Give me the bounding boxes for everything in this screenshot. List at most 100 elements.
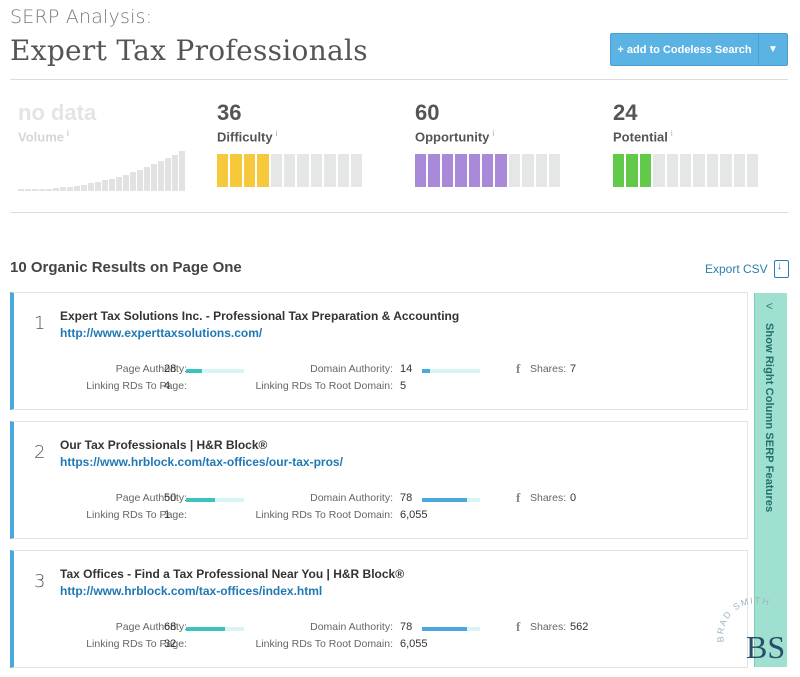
bar-segment bbox=[415, 154, 427, 188]
export-csv-link[interactable]: Export CSV bbox=[705, 260, 789, 278]
info-icon[interactable]: i bbox=[492, 129, 495, 138]
volume-trend-bar bbox=[130, 172, 136, 192]
volume-trend-bar bbox=[46, 188, 52, 192]
bar-segment bbox=[653, 154, 665, 188]
bar-segment bbox=[455, 154, 467, 188]
volume-trend-bar bbox=[88, 183, 94, 192]
info-icon[interactable]: i bbox=[67, 129, 69, 138]
linking-rds-root-label: Linking RDs To Root Domain: bbox=[255, 509, 393, 521]
volume-value: no data bbox=[18, 100, 97, 125]
volume-trend-bar bbox=[165, 158, 171, 192]
bar-segment bbox=[337, 154, 349, 188]
bar-segment bbox=[257, 154, 269, 188]
volume-label-text: Volume bbox=[18, 129, 64, 145]
facebook-icon: f bbox=[516, 361, 521, 376]
info-icon[interactable]: i bbox=[275, 129, 278, 138]
domain-authority-bar-fill bbox=[422, 369, 431, 373]
result-card: 3 Tax Offices - Find a Tax Professional … bbox=[10, 550, 748, 668]
bar-segment bbox=[679, 154, 692, 188]
volume-trend-bar bbox=[53, 188, 59, 192]
bar-segment bbox=[481, 154, 494, 188]
bar-segment bbox=[270, 154, 282, 188]
bar-segment bbox=[508, 154, 521, 188]
bar-segment bbox=[495, 154, 507, 188]
page-authority-bar-fill bbox=[186, 369, 203, 373]
export-csv-label[interactable]: Export CSV bbox=[705, 262, 768, 276]
bar-segment bbox=[324, 154, 336, 188]
shares-label: Shares: bbox=[530, 492, 567, 504]
chevron-left-icon[interactable]: < bbox=[766, 299, 774, 313]
result-url[interactable]: https://www.hrblock.com/tax-offices/our-… bbox=[60, 455, 343, 469]
metric-potential: 24 Potential i bbox=[613, 100, 793, 188]
volume-trend-bar bbox=[137, 169, 143, 192]
volume-label: Volume i bbox=[18, 129, 198, 144]
linking-rds-root-label: Linking RDs To Root Domain: bbox=[255, 638, 393, 650]
potential-label-text: Potential bbox=[613, 129, 668, 145]
volume-trend-bar bbox=[39, 188, 45, 192]
opportunity-label-text: Opportunity bbox=[415, 129, 490, 145]
add-to-codeless-search-button[interactable]: + add to Codeless Search ▼ bbox=[610, 33, 788, 66]
difficulty-bar bbox=[217, 154, 397, 188]
opportunity-label: Opportunity i bbox=[415, 129, 595, 144]
metrics-divider bbox=[10, 212, 788, 213]
linking-rds-root-label: Linking RDs To Root Domain: bbox=[255, 380, 393, 392]
potential-label: Potential i bbox=[613, 129, 793, 144]
bar-segment bbox=[693, 154, 705, 188]
shares-value: 0 bbox=[570, 492, 577, 504]
volume-trend-bar bbox=[25, 189, 31, 192]
bar-segment bbox=[733, 154, 745, 188]
page-authority-bar bbox=[186, 498, 244, 502]
header-divider bbox=[10, 79, 788, 80]
download-icon[interactable] bbox=[773, 260, 789, 278]
bar-segment bbox=[522, 154, 534, 188]
page-title: Expert Tax Professionals bbox=[10, 34, 368, 67]
result-url[interactable]: http://www.experttaxsolutions.com/ bbox=[60, 326, 263, 340]
serp-features-label[interactable]: Show Right Column SERP Features bbox=[763, 323, 775, 513]
page-authority-label: Page Authority: bbox=[115, 363, 187, 375]
linking-rds-page-value: 4 bbox=[164, 380, 171, 392]
domain-authority-value: 78 bbox=[400, 621, 413, 633]
linking-rds-root-value: 6,055 bbox=[400, 509, 428, 521]
page-authority-bar bbox=[186, 627, 244, 631]
bar-segment bbox=[720, 154, 732, 188]
result-rank: 3 bbox=[34, 571, 46, 592]
facebook-icon: f bbox=[516, 619, 521, 634]
bar-segment bbox=[441, 154, 454, 188]
volume-trend-bar bbox=[172, 154, 178, 192]
serp-features-toggle[interactable]: < Show Right Column SERP Features bbox=[754, 293, 787, 667]
domain-authority-bar-fill bbox=[422, 498, 468, 502]
opportunity-bar bbox=[415, 154, 595, 188]
bar-segment bbox=[613, 154, 625, 188]
domain-authority-bar bbox=[422, 498, 480, 502]
bar-segment bbox=[428, 154, 440, 188]
difficulty-label-text: Difficulty bbox=[217, 129, 273, 145]
linking-rds-root-value: 6,055 bbox=[400, 638, 428, 650]
bar-segment bbox=[310, 154, 323, 188]
domain-authority-label: Domain Authority: bbox=[310, 621, 393, 633]
metric-difficulty: 36 Difficulty i bbox=[217, 100, 397, 188]
add-button-label[interactable]: + add to Codeless Search bbox=[611, 34, 759, 65]
result-url[interactable]: http://www.hrblock.com/tax-offices/index… bbox=[60, 584, 323, 598]
potential-bar bbox=[613, 154, 793, 188]
bar-segment bbox=[468, 154, 480, 188]
page-authority-bar-fill bbox=[186, 498, 215, 502]
result-rank: 2 bbox=[34, 442, 46, 463]
linking-rds-page-value: 1 bbox=[164, 509, 171, 521]
info-icon[interactable]: i bbox=[670, 129, 673, 138]
page-authority-label: Page Authority: bbox=[115, 621, 187, 633]
page-authority-value: 28 bbox=[164, 363, 177, 375]
potential-value: 24 bbox=[613, 100, 638, 125]
bar-segment bbox=[350, 154, 363, 188]
watermark-monogram: BS bbox=[746, 629, 785, 665]
header-subtitle: SERP Analysis: bbox=[10, 6, 153, 28]
volume-trend-bar bbox=[95, 181, 101, 192]
shares-label: Shares: bbox=[530, 621, 567, 633]
caret-down-icon[interactable]: ▼ bbox=[768, 44, 778, 55]
volume-trend-bar bbox=[18, 189, 24, 192]
volume-trend-bar bbox=[67, 186, 73, 192]
difficulty-label: Difficulty i bbox=[217, 129, 397, 144]
facebook-icon: f bbox=[516, 490, 521, 505]
volume-trend-bar bbox=[144, 167, 150, 192]
bar-segment bbox=[217, 154, 229, 188]
result-card: 1 Expert Tax Solutions Inc. - Profession… bbox=[10, 292, 748, 410]
